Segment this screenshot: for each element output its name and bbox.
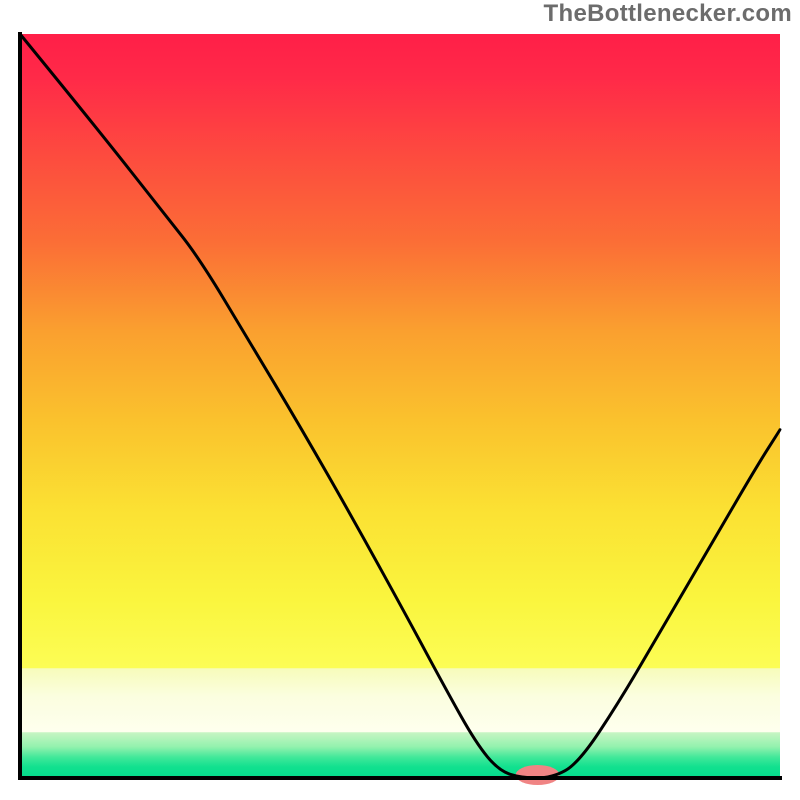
chart-canvas — [0, 0, 800, 800]
plot-background — [20, 34, 780, 778]
bottleneck-chart: TheBottlenecker.com — [0, 0, 800, 800]
watermark-text: TheBottlenecker.com — [544, 0, 792, 28]
